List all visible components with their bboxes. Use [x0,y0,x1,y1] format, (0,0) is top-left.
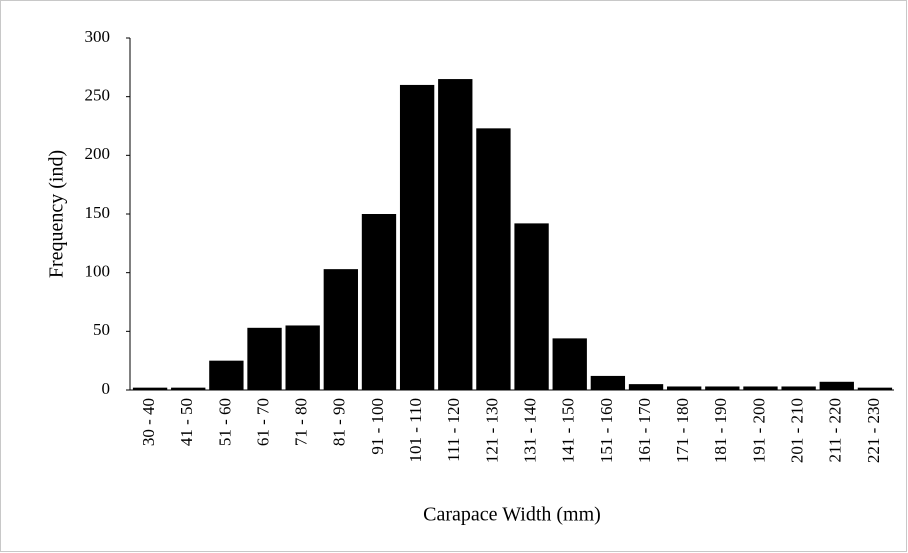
x-tick-label: 201 - 210 [788,398,807,463]
x-tick-label: 211 - 220 [826,398,845,463]
y-tick-label: 300 [85,27,111,46]
bar [819,381,854,390]
x-tick-label: 81 - 90 [330,398,349,446]
bar [323,269,358,390]
x-tick-label: 41 - 50 [177,398,196,446]
x-tick-label: 61 - 70 [253,398,272,446]
x-tick-label: 91 - 100 [368,398,387,455]
bar [628,384,664,390]
x-tick-label: 101 - 110 [406,398,425,463]
y-tick-label: 0 [102,379,111,398]
y-tick-label: 50 [93,320,110,339]
y-tick-label: 100 [85,262,111,281]
bar [781,386,816,390]
bar [590,375,626,390]
x-tick-label: 141 - 150 [559,398,578,463]
bar [552,338,587,390]
bar [132,387,168,390]
x-tick-label: 191 - 200 [749,398,768,463]
x-tick-label: 181 - 190 [711,398,730,463]
x-tick-label: 111 - 120 [444,398,463,462]
x-tick-label: 71 - 80 [292,398,311,446]
bar [514,223,549,390]
x-axis-title: Carapace Width (mm) [423,504,601,526]
bar [209,360,244,390]
x-tick-label: 151 - 160 [597,398,616,463]
x-tick-label: 51 - 60 [215,398,234,446]
bar [667,386,702,390]
bar [705,386,740,390]
x-tick-label: 171 - 180 [673,398,692,463]
x-tick-label: 161 - 170 [635,398,654,463]
x-tick-label: 30 - 40 [139,398,158,446]
bar [476,128,511,390]
bar [247,327,282,390]
y-tick-label: 250 [85,86,111,105]
bar [857,387,893,390]
bar [399,84,435,390]
x-tick-label: 221 - 230 [864,398,883,463]
bar [285,325,320,390]
bar [438,79,473,391]
y-tick-label: 200 [85,144,111,163]
x-tick-label: 131 - 140 [520,398,539,463]
y-tick-label: 150 [85,203,111,222]
bar [171,387,206,390]
x-tick-label: 121 - 130 [482,398,501,463]
bar [743,386,778,390]
bar [361,214,397,390]
y-axis-title: Frequency (ind) [46,150,68,278]
